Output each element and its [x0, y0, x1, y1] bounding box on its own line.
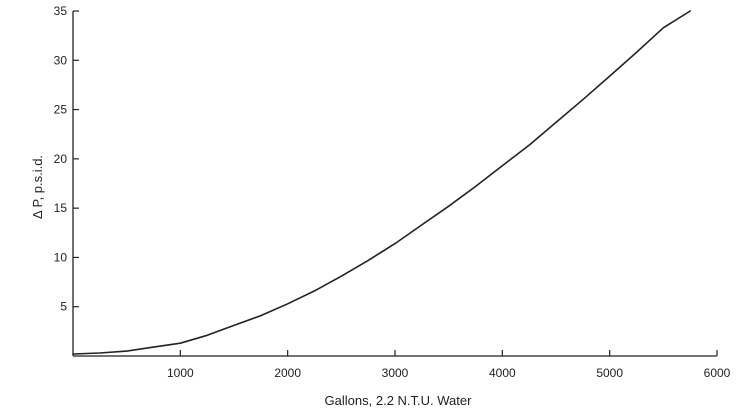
x-tick-label: 3000	[382, 366, 409, 380]
y-tick-label: 25	[54, 103, 68, 117]
x-axis-label: Gallons, 2.2 N.T.U. Water	[325, 393, 473, 408]
y-tick-label: 35	[54, 4, 68, 18]
y-tick-label: 15	[54, 201, 68, 215]
x-tick-label: 2000	[274, 366, 301, 380]
plot-area	[72, 10, 691, 355]
x-tick-label: 6000	[704, 366, 731, 380]
y-axis-label: Δ P, p.s.i.d.	[30, 155, 45, 219]
y-tick-label: 5	[60, 300, 67, 314]
x-tick-label: 4000	[489, 366, 516, 380]
series-line	[72, 10, 691, 355]
x-tick-label: 1000	[167, 366, 194, 380]
x-tick-label: 5000	[596, 366, 623, 380]
y-tick-label: 20	[54, 152, 68, 166]
axes: 5 10 15 20 25 30 35 1000 2000 3000 4000 5000 6000	[54, 4, 731, 380]
y-tick-label: 30	[54, 53, 68, 67]
y-tick-label: 10	[54, 250, 68, 264]
